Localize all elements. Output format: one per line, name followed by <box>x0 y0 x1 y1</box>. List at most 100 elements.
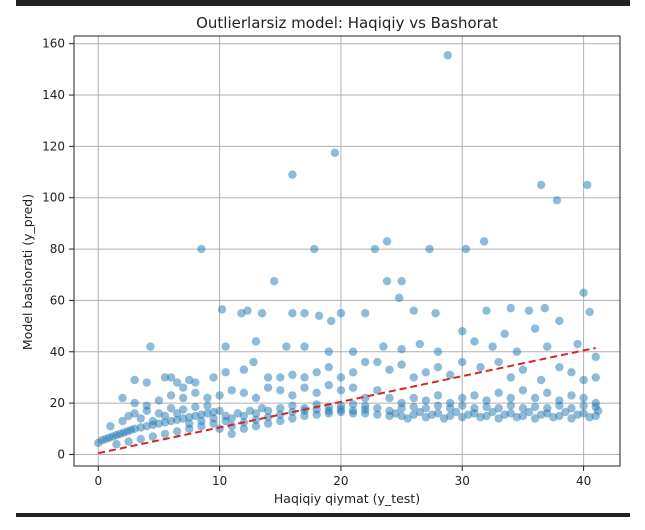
scatter-point <box>203 401 212 410</box>
chart-title: Outlierlarsiz model: Haqiqiy vs Bashorat <box>196 14 498 32</box>
scatter-point <box>397 344 406 354</box>
scatter-point <box>506 303 515 313</box>
scatter-point <box>591 352 600 362</box>
scatter-point <box>385 411 394 421</box>
scatter-point <box>425 244 434 254</box>
scatter-point <box>243 306 252 315</box>
scatter-point <box>555 411 564 421</box>
scatter-point <box>524 407 534 417</box>
scatter-point <box>179 393 188 403</box>
scatter-point <box>221 411 230 421</box>
scatter-point <box>160 373 170 382</box>
scatter-point <box>336 405 346 414</box>
scatter-point <box>142 406 151 416</box>
scatter-point <box>397 276 406 286</box>
scatter-point <box>245 406 255 416</box>
scatter-point <box>300 383 309 392</box>
scatter-point <box>197 416 206 426</box>
scatter-point <box>327 316 336 326</box>
scatter-point <box>555 316 564 326</box>
reference-line <box>98 346 596 455</box>
scatter-point <box>312 388 321 398</box>
scatter-point <box>458 327 467 336</box>
scatter-point <box>543 388 552 398</box>
scatter-point <box>433 362 443 372</box>
scatter-point <box>506 393 515 403</box>
scatter-point <box>536 375 546 385</box>
scatter-point <box>288 170 297 179</box>
scatter-point <box>361 409 370 418</box>
x-tick-label: 10 <box>212 474 227 488</box>
scatter-point <box>409 373 418 382</box>
scatter-point <box>160 411 170 421</box>
scatter-point <box>488 407 497 417</box>
scatter-point <box>215 391 224 400</box>
scatter-point <box>215 406 224 416</box>
scatter-point <box>379 342 388 351</box>
scatter-point <box>348 400 358 409</box>
y-tick-label: 120 <box>42 139 65 153</box>
scatter-point <box>382 276 392 286</box>
scatter-point <box>217 305 227 314</box>
scatter-point <box>524 306 534 315</box>
x-tick-label: 30 <box>455 474 470 488</box>
scatter-point <box>300 309 309 318</box>
scatter-point <box>148 432 158 441</box>
scatter-point <box>470 337 479 346</box>
scatter-point <box>263 383 273 392</box>
scatter-point <box>433 391 443 400</box>
scatter-point <box>530 324 540 333</box>
scatter-point <box>142 378 151 387</box>
scatter-point <box>276 386 285 395</box>
scatter-point <box>227 386 236 395</box>
scatter-point <box>251 393 261 403</box>
scatter-point <box>445 370 455 380</box>
scatter-point <box>251 415 261 424</box>
scatter-point <box>276 410 285 419</box>
scatter-point <box>263 373 273 382</box>
scatter-point <box>373 404 382 413</box>
scatter-point <box>336 386 346 395</box>
scatter-point <box>373 410 382 419</box>
scatter-point <box>494 357 503 367</box>
scatter-point <box>555 401 564 410</box>
x-tick-label: 40 <box>576 474 591 488</box>
scatter-point <box>154 396 164 405</box>
scatter-point <box>470 391 479 400</box>
scatter-point <box>276 404 285 413</box>
scatter-point <box>458 357 467 367</box>
scatter-point <box>540 303 549 313</box>
scatter-point <box>518 365 528 374</box>
scatter-point <box>336 373 346 382</box>
scatter-point <box>579 409 588 418</box>
scatter-point <box>530 414 540 423</box>
scatter-point <box>530 402 540 412</box>
scatter-point <box>257 404 267 413</box>
scatter-point <box>561 407 570 417</box>
scatter-point <box>458 393 467 403</box>
scatter-point <box>421 404 431 413</box>
scatter-point <box>270 276 279 286</box>
top-border <box>16 0 630 6</box>
scatter-point <box>233 409 242 418</box>
scatter-point <box>552 196 562 205</box>
x-axis-label: Haqiqiy qiymat (y_test) <box>274 491 420 506</box>
scatter-point <box>415 407 424 417</box>
scatter-point <box>579 393 588 403</box>
scatter-point <box>579 288 588 297</box>
scatter-point <box>433 347 443 356</box>
scatter-point <box>494 414 503 423</box>
scatter-point <box>209 414 218 423</box>
scatter-point <box>179 383 188 392</box>
scatter-point <box>583 180 592 190</box>
scatter-point <box>361 309 370 318</box>
scatter-point <box>239 365 249 374</box>
scatter-point <box>433 409 443 418</box>
scatter-point <box>197 244 206 254</box>
scatter-point <box>172 427 182 436</box>
scatter-point <box>494 388 503 398</box>
scatter-point <box>567 414 576 423</box>
scatter-point <box>518 404 528 413</box>
scatter-point <box>591 402 600 412</box>
